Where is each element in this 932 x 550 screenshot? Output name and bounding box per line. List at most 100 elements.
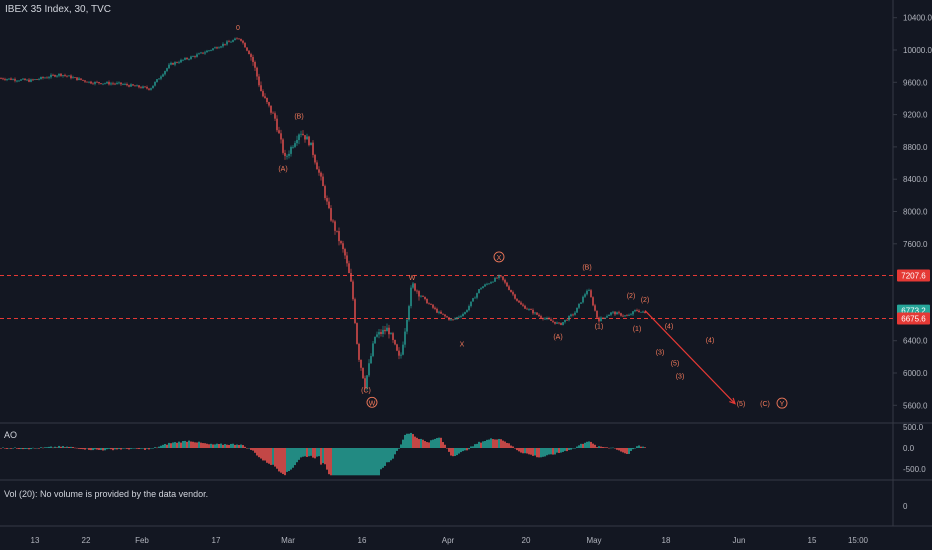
wave-label[interactable]: 0 <box>236 25 240 32</box>
candle-body <box>496 277 498 279</box>
ao-bar <box>170 443 172 448</box>
price-tick-label: 9200.0 <box>903 111 928 120</box>
ao-bar <box>392 448 394 459</box>
candle-body <box>338 231 340 242</box>
price-tick-label: 8400.0 <box>903 175 928 184</box>
ao-bar <box>80 448 82 450</box>
ao-bar <box>558 448 560 453</box>
candle-body <box>620 313 622 316</box>
candle-body <box>642 311 644 313</box>
candle-body <box>428 303 430 305</box>
ao-axis: 500.0 0.0 -500.0 <box>903 423 926 474</box>
wave-label[interactable]: (A) <box>553 334 562 341</box>
candle-body <box>30 79 32 82</box>
candle-body <box>34 79 36 80</box>
ao-bar <box>184 440 186 448</box>
ao-tick-label: 0.0 <box>903 444 915 453</box>
wave-label[interactable]: (C) <box>760 401 770 408</box>
ao-bar <box>34 448 36 449</box>
candle-body <box>552 320 554 322</box>
ao-bar <box>634 447 636 449</box>
ao-bar <box>622 448 624 453</box>
candle-body <box>488 283 490 285</box>
chart-title[interactable]: IBEX 35 Index, 30, TVC <box>5 4 111 15</box>
wave-label[interactable]: X <box>460 341 465 348</box>
wave-label[interactable]: (3) <box>676 374 685 381</box>
ao-tick-label: -500.0 <box>903 465 926 474</box>
ao-bar <box>174 442 176 448</box>
candle-body <box>198 53 200 55</box>
ao-bar <box>282 448 284 475</box>
wave-label[interactable]: X <box>497 255 502 262</box>
wave-label[interactable]: Y <box>780 401 785 408</box>
candle-body <box>450 319 452 321</box>
wave-label[interactable]: (1) <box>595 324 604 331</box>
candle-body <box>348 263 350 274</box>
time-axis[interactable]: 13 22 Feb 17 Mar 16 Apr 20 May 18 Jun 15 15:00 <box>31 536 869 545</box>
wave-label[interactable]: (4) <box>665 324 674 331</box>
forecast-arrow-line[interactable] <box>644 310 736 405</box>
wave-label[interactable]: (C) <box>361 387 371 394</box>
price-axis[interactable]: 10400.0 10000.0 9600.0 9200.0 8800.0 8400.0 80… <box>893 14 932 411</box>
ao-bar <box>152 448 154 449</box>
candle-body <box>324 186 326 199</box>
candle-body <box>592 297 594 306</box>
ao-pane-title[interactable]: AO <box>4 430 18 440</box>
wave-label[interactable]: W <box>409 275 416 282</box>
candle-body <box>396 344 398 351</box>
wave-label[interactable]: (4) <box>706 337 715 344</box>
wave-label[interactable]: (B) <box>582 265 591 272</box>
ao-bar <box>164 443 166 448</box>
ao-bar <box>52 447 54 449</box>
ao-bar <box>76 447 78 449</box>
ao-bar <box>112 448 114 451</box>
candle-body <box>434 307 436 309</box>
ao-bar <box>136 448 138 449</box>
candle-body <box>10 78 12 80</box>
ao-bar <box>296 448 298 463</box>
wave-labels[interactable]: 0 (B) (A) (C) W W X X (B) (A) (1) (2) (1) (2) (4) (4) (3… <box>236 25 788 409</box>
candle-body <box>302 133 304 136</box>
candlestick-series[interactable] <box>0 37 646 391</box>
candle-body <box>388 327 390 335</box>
candle-body <box>526 308 528 310</box>
wave-label[interactable]: (B) <box>294 114 303 121</box>
candle-body <box>456 317 458 319</box>
ao-bar <box>624 448 626 454</box>
time-tick-label: Mar <box>281 536 295 545</box>
candle-body <box>220 46 222 48</box>
volume-pane-title[interactable]: Vol (20): No volume is provided by the d… <box>4 489 209 499</box>
ao-bar <box>484 440 486 448</box>
candle-body <box>48 77 50 79</box>
candle-body <box>452 319 454 321</box>
candle-body <box>424 296 426 299</box>
candle-body <box>340 241 342 244</box>
candle-body <box>360 359 362 368</box>
candle-body <box>226 41 228 45</box>
wave-label[interactable]: (5) <box>737 401 746 408</box>
ao-bar <box>284 448 286 476</box>
ao-bar <box>106 448 108 450</box>
ao-bar <box>222 444 224 448</box>
candle-body <box>72 77 74 79</box>
wave-label[interactable]: (3) <box>656 349 665 356</box>
ao-bar <box>572 448 574 449</box>
wave-label[interactable]: (A) <box>278 166 287 173</box>
candle-body <box>42 77 44 78</box>
horizontal-levels[interactable] <box>0 274 893 319</box>
candle-body <box>568 315 570 321</box>
wave-label[interactable]: (1) <box>633 326 642 333</box>
wave-label[interactable]: (5) <box>671 361 680 368</box>
candle-body <box>0 78 2 80</box>
forecast-arrow[interactable] <box>644 310 736 405</box>
candle-body <box>16 80 18 82</box>
wave-label[interactable]: W <box>369 400 376 407</box>
ao-bar <box>332 448 334 476</box>
candle-body <box>350 273 352 282</box>
time-tick-label: 17 <box>212 536 221 545</box>
wave-label[interactable]: (2) <box>627 293 636 300</box>
ao-bar <box>372 448 374 476</box>
candle-body <box>140 87 142 89</box>
wave-label[interactable]: (2) <box>641 297 650 304</box>
